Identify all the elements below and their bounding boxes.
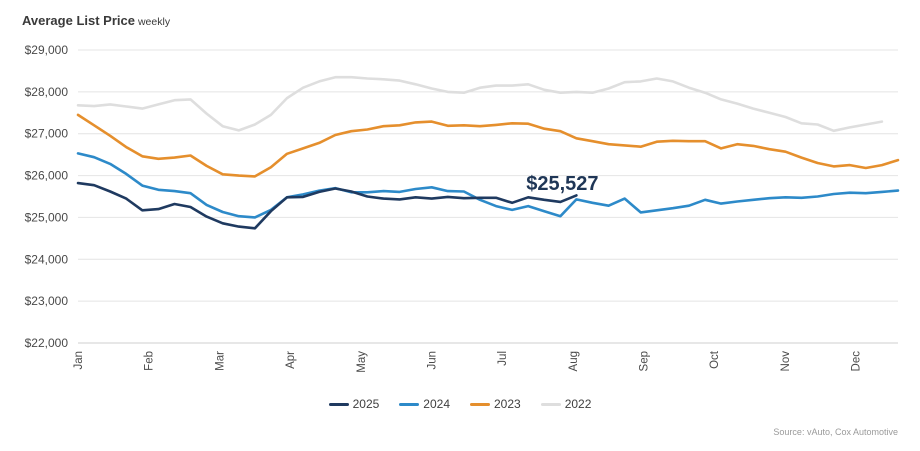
chart-title: Average List Price weekly <box>22 13 170 28</box>
y-tick-label: $28,000 <box>25 85 69 99</box>
series-line-2025 <box>76 181 578 230</box>
y-tick-label: $24,000 <box>25 252 69 266</box>
y-axis: $22,000 $23,000 $24,000 $25,000 $26,000 $27,0… <box>25 43 69 350</box>
x-tick-label: Oct <box>709 350 721 369</box>
legend-label: 2023 <box>494 397 521 411</box>
legend-item-2023: 2023 <box>470 397 521 411</box>
y-tick-label: $27,000 <box>25 127 69 141</box>
legend-label: 2024 <box>423 397 450 411</box>
chart-title-text: Average List Price <box>22 13 135 28</box>
x-tick-label: Apr <box>285 351 297 369</box>
y-tick-label: $23,000 <box>25 294 69 308</box>
series-lines <box>76 75 900 230</box>
source-note: Source: vAuto, Cox Automotive <box>773 427 898 437</box>
series-line-2022 <box>76 75 884 133</box>
x-tick-label: Nov <box>780 351 792 372</box>
latest-value-callout: $25,527 <box>526 173 598 195</box>
legend-item-2022: 2022 <box>540 397 592 411</box>
x-tick-label: Aug <box>568 351 580 371</box>
x-tick-label: Jul <box>497 351 509 366</box>
x-tick-label: Dec <box>851 351 863 372</box>
chart-subtitle: weekly <box>137 16 171 28</box>
legend-label: 2022 <box>564 397 592 411</box>
y-tick-label: $22,000 <box>25 336 69 350</box>
legend-label: 2025 <box>352 397 380 411</box>
x-tick-label: Jun <box>426 351 438 370</box>
series-line-2023 <box>76 113 900 178</box>
x-tick-label: Jan <box>73 351 85 370</box>
x-tick-label: Mar <box>214 351 226 371</box>
legend-swatch <box>328 402 349 406</box>
y-tick-label: $26,000 <box>25 169 69 183</box>
y-tick-label: $25,000 <box>25 210 69 224</box>
legend-item-2024: 2024 <box>399 397 450 411</box>
y-tick-label: $29,000 <box>25 43 69 57</box>
gridlines <box>78 49 898 344</box>
x-tick-label: Sep <box>639 351 651 371</box>
legend-swatch <box>540 402 561 406</box>
legend-swatch <box>470 402 490 406</box>
legend: 2025 2024 2023 2022 <box>0 397 920 411</box>
series-line-2024 <box>76 152 900 219</box>
x-axis: Jan Feb Mar Apr May Jun Jul Aug Sep Oct Nov Dec <box>73 350 863 373</box>
x-tick-label: Feb <box>144 351 156 371</box>
x-tick-label: May <box>356 351 368 373</box>
legend-swatch <box>399 402 420 406</box>
legend-item-2025: 2025 <box>328 397 380 411</box>
